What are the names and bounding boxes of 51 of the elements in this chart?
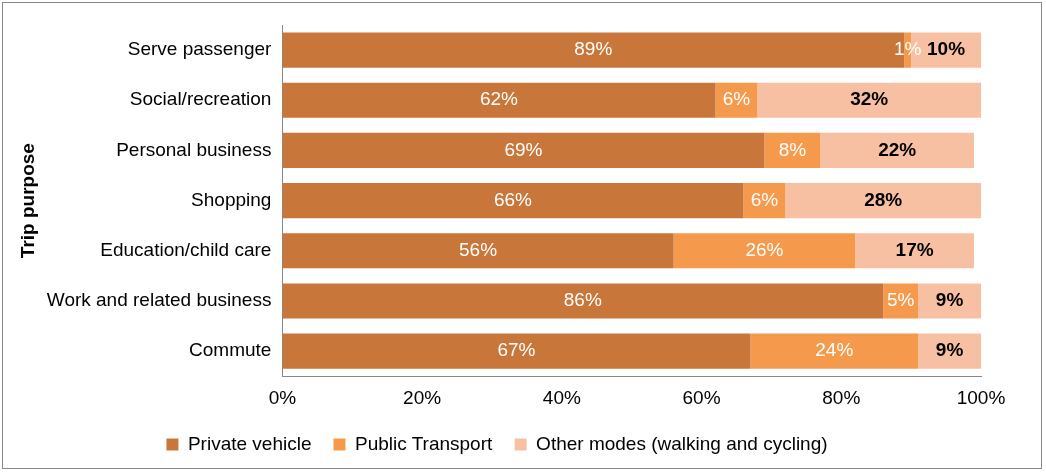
y-axis-title: Trip purpose [16,143,38,259]
bar [820,132,975,168]
y-tick-label: Commute [189,339,272,361]
bar [757,82,981,118]
data-label: 89% [574,38,613,60]
x-tick-label: 80% [822,386,861,408]
bar [918,283,981,319]
bar [673,233,856,269]
legend-label: Private vehicle [187,432,312,454]
x-tick-label: 60% [682,386,721,408]
bar [785,183,981,219]
y-tick-label: Shopping [191,188,272,210]
data-label: 32% [850,88,889,110]
x-tick-label: 40% [542,386,581,408]
data-label: 9% [935,289,964,311]
y-tick-label: Work and related business [46,289,272,311]
x-tick-label: 20% [403,386,442,408]
data-label: 1% [893,38,922,60]
data-label: 66% [493,188,533,210]
legend-label: Other modes (walking and cycling) [536,432,828,454]
bar [282,82,716,118]
bar [750,333,919,369]
data-label: 62% [479,88,519,110]
x-tick-label: 0% [268,386,297,408]
data-label: 5% [886,289,915,311]
data-label: 24% [815,339,854,361]
data-label: 22% [878,138,917,160]
data-label: 69% [504,138,543,160]
bar [282,132,765,168]
data-label: 28% [864,188,903,210]
y-tick-label: Personal business [116,138,272,160]
x-tick-label: 100% [956,386,1006,408]
data-label: 6% [722,88,751,110]
bar [282,283,884,319]
bar [855,233,975,269]
y-tick-label: Serve passenger [127,38,273,60]
bar [282,183,744,219]
data-label: 67% [497,339,536,361]
y-tick-label: Social/recreation [129,88,272,110]
data-label: 56% [459,239,498,261]
y-tick-label: Education/child care [100,239,272,261]
data-label: 6% [750,188,779,210]
data-label: 86% [563,289,602,311]
legend-label: Public Transport [354,432,493,454]
data-label: 8% [778,138,807,160]
data-label: 17% [895,239,934,261]
bar [282,233,674,269]
data-label: 10% [927,38,966,60]
data-label: 26% [745,239,784,261]
data-label: 9% [935,339,964,361]
bar [282,333,751,369]
